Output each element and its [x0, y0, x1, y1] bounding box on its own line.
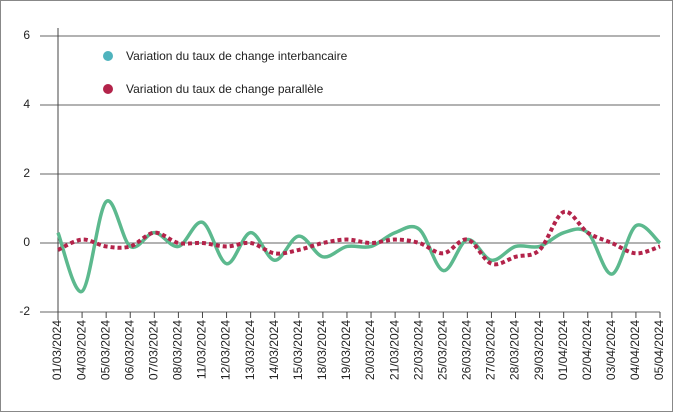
x-tick-label: 21/03/2024 [387, 320, 401, 380]
y-tick-label: 2 [23, 166, 30, 180]
x-tick-label: 06/03/2024 [122, 320, 136, 380]
x-tick-label: 18/03/2024 [315, 320, 329, 380]
x-tick-label: 25/03/2024 [435, 320, 449, 380]
y-tick-label: 6 [23, 28, 30, 42]
x-tick-label: 19/03/2024 [339, 320, 353, 380]
legend-label: Variation du taux de change interbancair… [126, 49, 348, 63]
y-tick-label: 0 [23, 235, 30, 249]
y-tick-label: 4 [23, 97, 30, 111]
x-tick-label: 26/03/2024 [460, 320, 474, 380]
x-tick-label: 08/03/2024 [171, 320, 185, 380]
legend-label: Variation du taux de change parallèle [126, 82, 324, 96]
x-tick-label: 05/03/2024 [98, 320, 112, 380]
x-tick-label: 02/04/2024 [580, 320, 594, 380]
x-tick-label: 27/03/2024 [484, 320, 498, 380]
y-tick-label: -2 [19, 304, 30, 318]
x-tick-label: 20/03/2024 [363, 320, 377, 380]
x-tick-label: 28/03/2024 [508, 320, 522, 380]
series-line [57, 209, 661, 267]
legend: Variation du taux de change interbancair… [103, 49, 348, 96]
x-tick-label: 04/03/2024 [74, 320, 88, 380]
x-tick-label: 13/03/2024 [243, 320, 257, 380]
legend-marker [103, 84, 113, 94]
x-tick-label: 22/03/2024 [411, 320, 425, 380]
x-tick-label: 04/04/2024 [628, 320, 642, 380]
x-tick-label: 29/03/2024 [532, 320, 546, 380]
x-tick-label: 05/04/2024 [652, 320, 666, 380]
x-tick-label: 01/04/2024 [556, 320, 570, 380]
legend-marker [103, 51, 113, 61]
x-tick-label: 07/03/2024 [146, 320, 160, 380]
x-tick-label: 03/04/2024 [604, 320, 618, 380]
x-tick-label: 11/03/2024 [195, 320, 209, 379]
x-tick-label: 01/03/2024 [50, 320, 64, 380]
x-tick-label: 12/03/2024 [219, 320, 233, 380]
x-tick-label: 14/03/2024 [267, 320, 281, 380]
x-tick-label: 15/03/2024 [291, 320, 305, 380]
